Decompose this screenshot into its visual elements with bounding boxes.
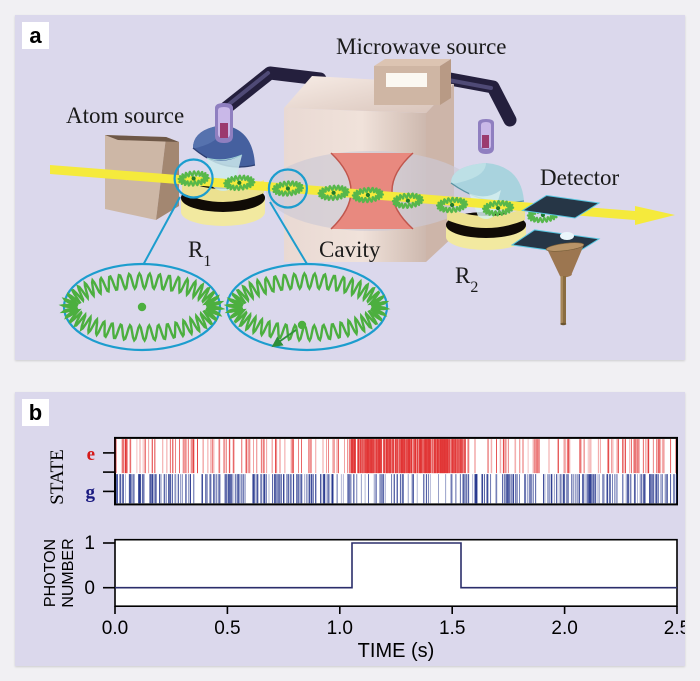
svg-text:1.0: 1.0 [327,618,353,639]
svg-text:Cavity: Cavity [319,237,381,262]
svg-text:R2: R2 [455,263,478,296]
svg-text:1.5: 1.5 [439,618,465,639]
svg-text:e: e [87,444,95,465]
svg-text:0: 0 [84,578,95,599]
svg-text:2.0: 2.0 [551,618,577,639]
svg-text:Atom source: Atom source [66,103,184,128]
svg-text:NUMBER: NUMBER [60,538,77,607]
svg-text:Detector: Detector [540,165,620,190]
svg-text:0.0: 0.0 [102,618,128,639]
svg-text:Microwave source: Microwave source [336,34,507,59]
svg-text:R1: R1 [188,237,211,270]
svg-text:STATE: STATE [47,449,68,504]
svg-text:g: g [86,482,96,503]
svg-text:2.5: 2.5 [664,618,685,639]
svg-text:TIME (s): TIME (s) [358,640,435,662]
svg-text:PHOTON: PHOTON [42,539,59,607]
svg-text:0.5: 0.5 [214,618,240,639]
svg-text:1: 1 [84,533,95,554]
